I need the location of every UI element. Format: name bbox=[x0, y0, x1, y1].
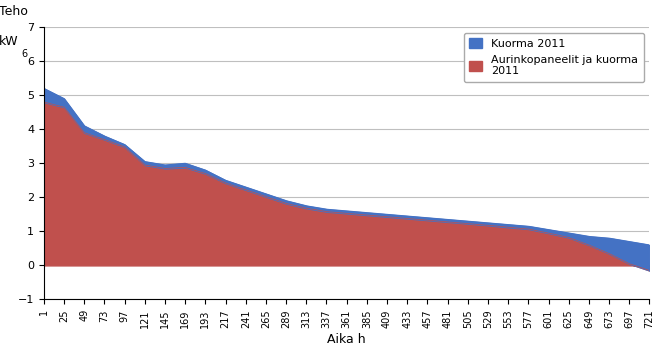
Text: 6: 6 bbox=[21, 49, 27, 59]
Text: kW: kW bbox=[0, 36, 18, 49]
Legend: Kuorma 2011, Aurinkopaneelit ja kuorma
2011: Kuorma 2011, Aurinkopaneelit ja kuorma 2… bbox=[463, 33, 644, 82]
Text: Teho: Teho bbox=[0, 6, 27, 18]
X-axis label: Aika h: Aika h bbox=[327, 333, 366, 346]
